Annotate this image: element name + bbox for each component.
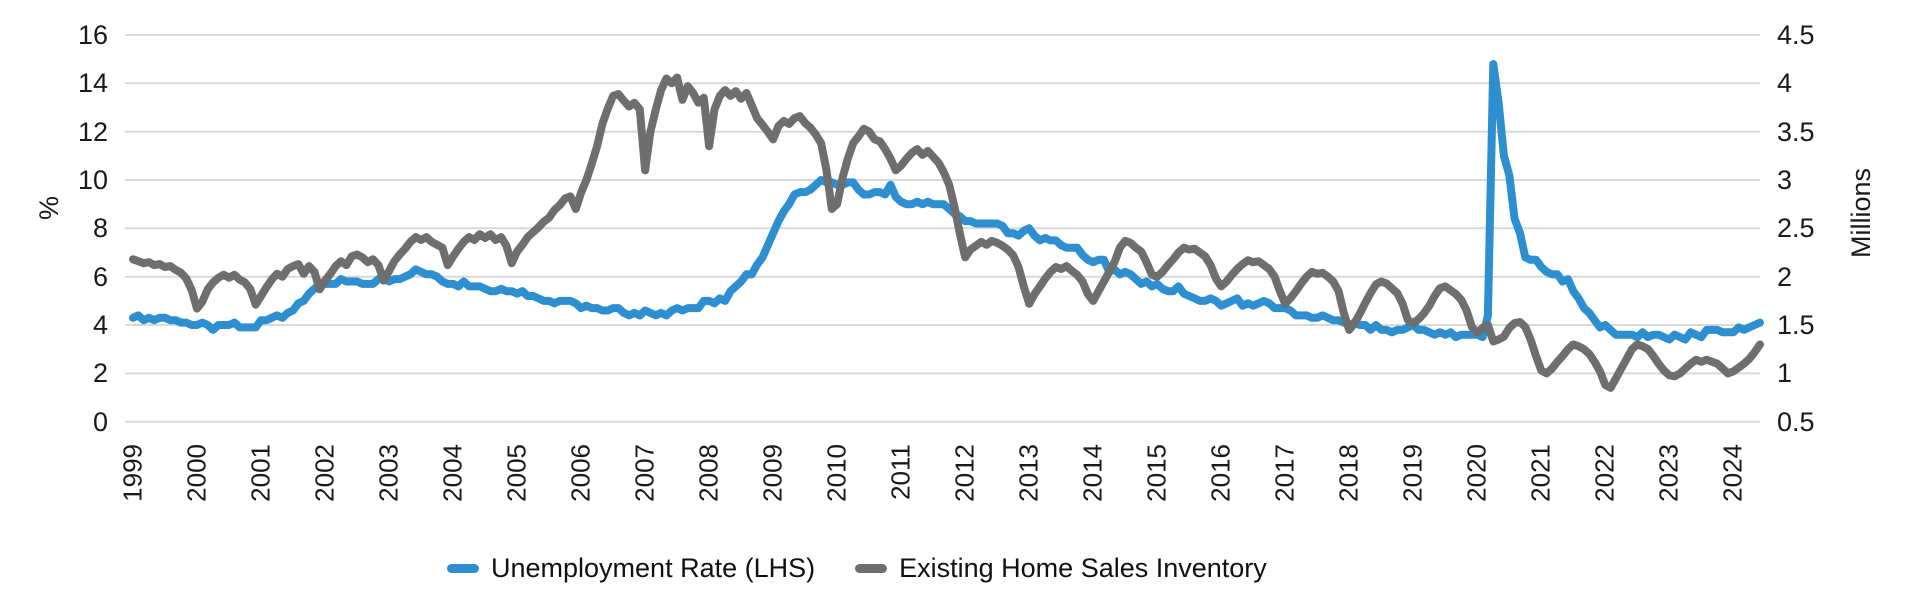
x-axis-year-label: 2016	[1205, 444, 1236, 502]
right-axis-tick-label: 1.5	[1777, 310, 1815, 341]
inventory-legend-dash-icon	[855, 564, 888, 573]
x-axis-year-label: 2015	[1141, 444, 1172, 502]
x-axis-year-label: 2022	[1589, 444, 1620, 502]
right-axis-tick-label: 3.5	[1777, 116, 1815, 147]
x-axis-year-label: 1999	[117, 444, 148, 502]
x-axis-year-label: 2007	[629, 444, 660, 502]
legend-item-unemployment: Unemployment Rate (LHS)	[447, 553, 815, 584]
x-axis-year-label: 2018	[1333, 444, 1364, 502]
x-axis-year-label: 2021	[1525, 444, 1556, 502]
x-axis-year-label: 2003	[373, 444, 404, 502]
left-axis-ticks: 16 14 12 10 8 6 4 2 0	[0, 0, 108, 614]
right-axis-tick-label: 4	[1777, 68, 1793, 99]
right-axis-ticks: 4.5 4 3.5 3 2.5 2 1.5 1 0.5	[1777, 0, 1887, 614]
unemployment-rate-line	[129, 60, 1764, 344]
x-axis-year-label: 2020	[1461, 444, 1492, 502]
left-axis-tick-label: 0	[92, 406, 108, 437]
left-axis-tick-label: 6	[92, 261, 108, 292]
left-axis-tick-label: 14	[77, 68, 108, 99]
x-axis-year-label: 2004	[437, 444, 468, 502]
x-axis-year-label: 2006	[565, 444, 596, 502]
right-axis-tick-label: 2.5	[1777, 213, 1815, 244]
legend: Unemployment Rate (LHS) Existing Home Sa…	[447, 553, 1267, 584]
inventory-line	[129, 73, 1764, 392]
right-axis-tick-label: 3	[1777, 165, 1793, 195]
millions-axis-title: Millions	[1846, 168, 1876, 259]
x-axis-year-label: 2019	[1397, 444, 1428, 502]
x-axis-year-label: 2023	[1653, 444, 1684, 502]
x-axis-year-label: 2012	[949, 444, 980, 502]
left-axis-tick-label: 12	[77, 116, 108, 147]
x-axis-year-label: 2009	[757, 444, 788, 502]
x-axis-year-label: 2000	[181, 444, 212, 502]
left-axis-tick-label: 8	[92, 213, 108, 244]
inventory-legend-label: Existing Home Sales Inventory	[899, 553, 1267, 583]
right-axis-tick-label: 2	[1777, 261, 1793, 292]
x-axis-year-label: 2024	[1717, 444, 1748, 502]
left-axis-tick-label: 4	[92, 310, 108, 341]
x-axis-year-label: 2001	[245, 444, 276, 502]
x-axis-year-label: 2013	[1013, 444, 1044, 502]
unemployment-legend-dash-icon	[447, 564, 479, 573]
left-axis-tick-label: 16	[77, 20, 108, 50]
x-axis-year-label: 2011	[885, 444, 916, 500]
left-axis-tick-label: 10	[77, 165, 108, 195]
right-axis-tick-label: 0.5	[1777, 406, 1815, 437]
left-axis-tick-label: 2	[92, 358, 108, 389]
x-axis-year-label: 2005	[501, 444, 532, 502]
right-axis-tick-label: 4.5	[1777, 20, 1815, 50]
x-axis-year-label: 2014	[1077, 444, 1108, 502]
legend-item-inventory: Existing Home Sales Inventory	[855, 553, 1267, 584]
x-axis-year-label: 2008	[693, 444, 724, 502]
x-axis-year-label: 2017	[1269, 444, 1300, 502]
x-axis-year-label: 2010	[821, 444, 852, 502]
right-axis-tick-label: 1	[1777, 358, 1793, 389]
x-axis-year-label: 2002	[309, 444, 340, 502]
unemployment-legend-label: Unemployment Rate (LHS)	[491, 553, 816, 583]
percent-axis-title: %	[34, 196, 64, 221]
